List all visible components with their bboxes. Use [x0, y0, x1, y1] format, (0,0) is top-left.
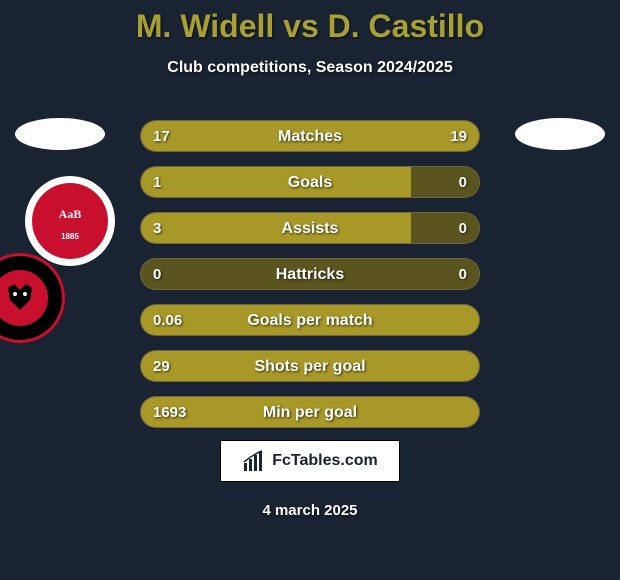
- wolf-head-icon: [2, 280, 38, 316]
- page-title: M. Widell vs D. Castillo: [0, 0, 620, 45]
- stat-label: Min per goal: [141, 397, 479, 428]
- stat-label: Goals: [141, 167, 479, 198]
- team-badge-right: [0, 253, 65, 343]
- team-badge-right-inner: [0, 270, 48, 326]
- team-badge-left: AaB 1885: [25, 176, 115, 266]
- stat-label: Shots per goal: [141, 351, 479, 382]
- right-ellipse: [515, 118, 605, 150]
- stat-row: 00Hattricks: [140, 258, 480, 290]
- stat-row: 0.06Goals per match: [140, 304, 480, 336]
- chart-bars-icon: [242, 449, 266, 473]
- stat-label: Matches: [141, 121, 479, 152]
- stats-container: 1719Matches 10Goals 30Assists 00Hattricks 0.…: [140, 120, 480, 442]
- team-badge-left-inner: AaB 1885: [32, 183, 108, 259]
- stat-row: 29Shots per goal: [140, 350, 480, 382]
- stat-label: Goals per match: [141, 305, 479, 336]
- stat-row: 10Goals: [140, 166, 480, 198]
- stat-row: 1693Min per goal: [140, 396, 480, 428]
- svg-text:AaB: AaB: [59, 207, 82, 221]
- stat-row: 1719Matches: [140, 120, 480, 152]
- stat-label: Assists: [141, 213, 479, 244]
- left-ellipse: [15, 118, 105, 150]
- brand-box: FcTables.com: [220, 440, 400, 482]
- team-badge-left-year: 1885: [61, 232, 79, 241]
- aab-monogram-icon: AaB: [50, 202, 90, 232]
- stat-label: Hattricks: [141, 259, 479, 290]
- brand-label: FcTables.com: [272, 452, 378, 470]
- subtitle: Club competitions, Season 2024/2025: [0, 59, 620, 77]
- date-label: 4 march 2025: [0, 502, 620, 519]
- stat-row: 30Assists: [140, 212, 480, 244]
